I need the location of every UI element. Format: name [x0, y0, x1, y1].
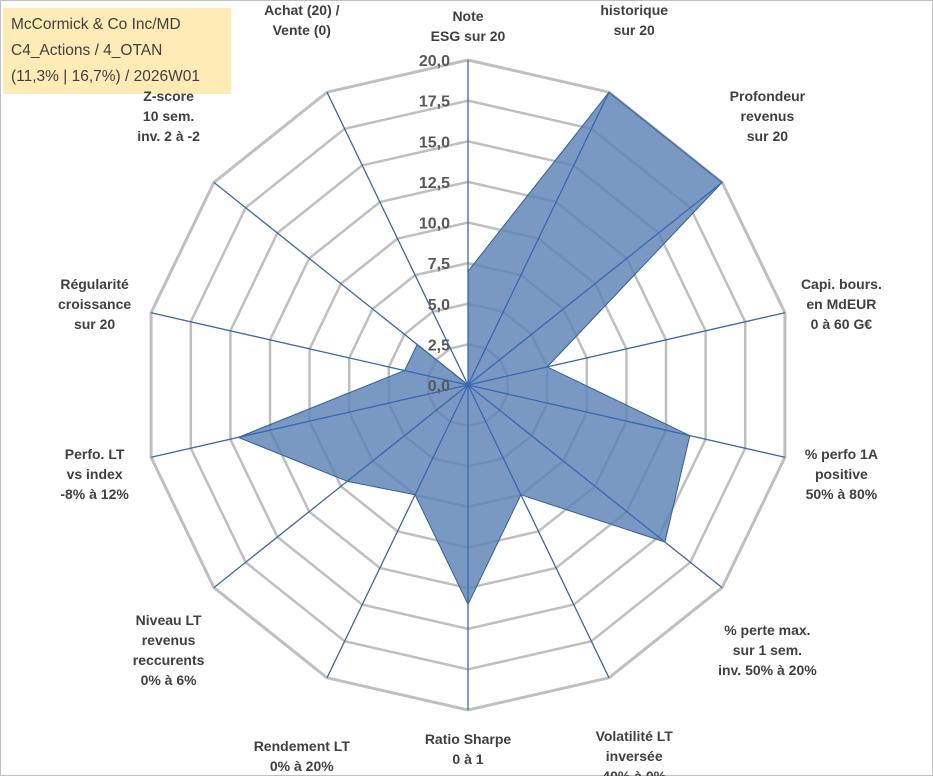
axis-label-7: 40% à 0% — [602, 768, 666, 776]
radial-tick-label: 17,5 — [419, 94, 450, 111]
axis-spoke-5 — [467, 384, 786, 458]
radial-tick-label: 20,0 — [419, 53, 450, 70]
axis-label-4: Capi. bours. — [801, 276, 882, 292]
axis-label-13: Z-score — [143, 88, 194, 104]
axis-label-5: positive — [815, 466, 868, 482]
axis-label-10: Niveau LT — [136, 612, 202, 628]
axis-spoke-14 — [326, 91, 469, 386]
radial-tick-label: 5,0 — [428, 297, 450, 314]
radial-tick-label: 10,0 — [419, 216, 450, 233]
axis-spoke-3 — [467, 181, 723, 386]
radial-tick-label: 12,5 — [419, 175, 450, 192]
radial-tick-label: 15,0 — [419, 134, 450, 151]
axis-label-4: 0 à 60 G€ — [811, 316, 873, 332]
axis-label-8: 0 à 1 — [452, 751, 483, 767]
axis-label-14: Achat (20) / — [264, 2, 340, 18]
axis-label-6: sur 1 sem. — [733, 642, 802, 658]
axis-label-11: -8% à 12% — [60, 486, 129, 502]
axis-label-11: vs index — [67, 466, 123, 482]
axis-label-9: 0% à 20% — [270, 758, 334, 774]
radial-tick-label: 2,5 — [428, 337, 450, 354]
axis-label-3: revenus — [741, 108, 795, 124]
axis-label-12: Régularité — [60, 276, 129, 292]
axis-label-6: inv. 50% à 20% — [718, 662, 817, 678]
axis-spoke-4 — [467, 312, 786, 386]
axis-label-12: sur 20 — [74, 316, 115, 332]
axis-label-3: sur 20 — [747, 128, 788, 144]
axis-label-8: Ratio Sharpe — [425, 731, 512, 747]
radial-tick-label: 7,5 — [428, 256, 450, 273]
axis-label-1: Note — [452, 8, 483, 24]
axis-spoke-11 — [150, 384, 469, 458]
axis-label-13: inv. 2 à -2 — [137, 128, 200, 144]
axis-label-3: Profondeur — [730, 88, 806, 104]
axis-label-1: ESG sur 20 — [431, 28, 506, 44]
axis-spoke-7 — [467, 384, 610, 679]
axis-label-7: inversée — [606, 748, 663, 764]
axis-label-10: reccurents — [133, 652, 205, 668]
axis-spoke-9 — [326, 384, 469, 679]
axis-spoke-10 — [213, 384, 469, 589]
axis-label-5: 50% à 80% — [806, 486, 878, 502]
axis-label-2: sur 20 — [614, 22, 655, 38]
axis-label-12: croissance — [58, 296, 131, 312]
chart-title-box: McCormick & Co Inc/MD C4_Actions / 4_OTA… — [3, 8, 231, 94]
title-line-period: (11,3% | 16,7%) / 2026W01 — [11, 68, 200, 85]
axis-label-6: % perte max. — [724, 622, 810, 638]
axis-label-4: en MdEUR — [806, 296, 876, 312]
title-line-company: McCormick & Co Inc/MD — [11, 16, 181, 33]
axis-label-14: Vente (0) — [273, 22, 331, 38]
axis-label-7: Volatilité LT — [596, 728, 674, 744]
axis-spoke-13 — [213, 181, 469, 386]
axis-spoke-6 — [467, 384, 723, 589]
axis-label-10: revenus — [142, 632, 196, 648]
axis-spoke-2 — [467, 91, 610, 386]
axis-label-2: historique — [600, 2, 668, 18]
axis-spoke-12 — [150, 312, 469, 386]
axis-label-11: Perfo. LT — [65, 446, 125, 462]
title-line-category: C4_Actions / 4_OTAN — [11, 42, 163, 59]
axis-label-9: Rendement LT — [254, 738, 351, 754]
radial-tick-label: 0,0 — [428, 378, 450, 395]
axis-label-13: 10 sem. — [143, 108, 194, 124]
axis-label-5: % perfo 1A — [805, 446, 878, 462]
axis-label-10: 0% à 6% — [141, 672, 198, 688]
